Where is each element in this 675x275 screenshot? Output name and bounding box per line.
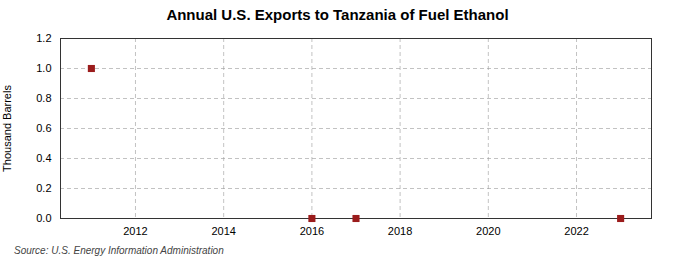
svg-text:1.2: 1.2: [36, 32, 51, 44]
svg-text:2022: 2022: [564, 225, 588, 237]
html-text:Source: U.S. Energy Informatio: Source: U.S. Energy Information Administ…: [14, 245, 224, 256]
svg-text:0.6: 0.6: [36, 122, 51, 134]
svg-text:0.8: 0.8: [36, 92, 51, 104]
svg-text:2018: 2018: [388, 225, 412, 237]
svg-text:2020: 2020: [476, 225, 500, 237]
svg-text:Thousand Barrels: Thousand Barrels: [1, 85, 13, 172]
svg-text:2012: 2012: [123, 225, 147, 237]
svg-text:0.0: 0.0: [36, 212, 51, 224]
svg-text:2014: 2014: [211, 225, 235, 237]
svg-text:0.2: 0.2: [36, 182, 51, 194]
html-text:Annual U.S. Exports to Tanzani: Annual U.S. Exports to Tanzania of Fuel …: [166, 6, 509, 23]
svg-text:0.4: 0.4: [36, 152, 51, 164]
svg-text:1.0: 1.0: [36, 62, 51, 74]
svg-text:2016: 2016: [300, 225, 324, 237]
